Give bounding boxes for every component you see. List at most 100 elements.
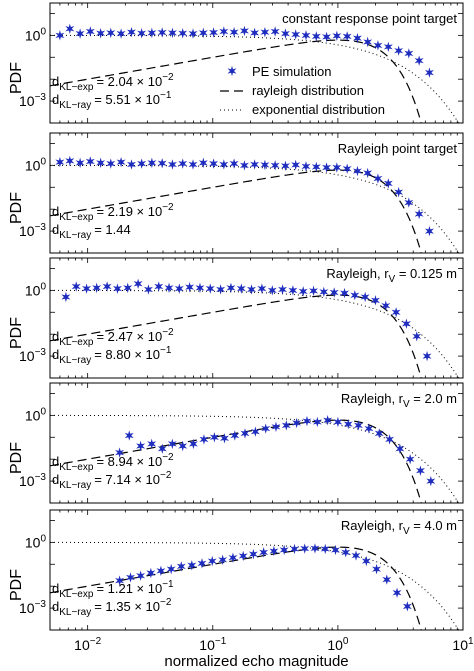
pe-simulation-point: [352, 32, 362, 44]
pe-simulation-point: [106, 27, 116, 39]
pe-simulation-point: [82, 283, 92, 294]
pe-simulation-point: [382, 574, 392, 585]
pe-simulation-point: [185, 281, 195, 293]
pe-simulation-point: [85, 26, 95, 37]
kl-exp-annotation: dKL−exp = 2.04 × 10−2: [52, 72, 174, 93]
pe-simulation-point: [126, 572, 136, 583]
pe-simulation-point: [311, 161, 321, 173]
pe-simulation-point: [302, 415, 312, 427]
pe-simulation-point: [239, 160, 249, 171]
pe-simulation-point: [250, 27, 260, 39]
panel-title: Rayleigh, rV = 0.125 m: [326, 266, 457, 285]
y-tick-label: 100: [25, 406, 47, 423]
pe-simulation-point: [291, 159, 301, 171]
rayleigh-curve: [50, 169, 422, 253]
pe-simulation-point: [219, 159, 229, 170]
pe-simulation-point: [414, 55, 424, 66]
pe-simulation-point: [257, 283, 267, 294]
pe-simulation-point: [143, 284, 153, 295]
pe-simulation-point: [195, 282, 205, 294]
pe-simulation-point: [230, 430, 240, 441]
pe-simulation-point: [259, 547, 269, 558]
pe-simulation-point: [126, 26, 136, 38]
pe-simulation-point: [309, 285, 319, 297]
pe-simulation-point: [199, 434, 209, 445]
pe-simulation-point: [71, 281, 81, 292]
pe-simulation-point: [167, 159, 177, 170]
pe-simulation-point: [106, 158, 116, 169]
legend-pe-label: PE simulation: [252, 64, 331, 79]
pe-simulation-point: [280, 28, 290, 39]
pe-simulation-point: [322, 162, 332, 173]
y-tick-label: 10−3: [19, 599, 46, 616]
pe-simulation-point: [75, 157, 85, 169]
pe-simulation-point: [300, 543, 310, 554]
pe-simulation-point: [364, 423, 374, 434]
pe-simulation-point: [147, 157, 157, 169]
pe-simulation-point: [331, 544, 340, 556]
plot-frame: [49, 382, 464, 504]
pe-simulation-point: [361, 555, 371, 567]
kl-exp-annotation: dKL−exp = 8.94 × 10−2: [52, 452, 174, 473]
pe-simulation-point: [310, 543, 320, 554]
pe-simulation-point: [333, 416, 343, 428]
pe-simulation-point: [381, 300, 391, 311]
pe-simulation-point: [424, 67, 434, 78]
pe-simulation-point: [270, 160, 280, 171]
pe-simulation-point: [395, 443, 405, 454]
pe-simulation-point: [342, 163, 352, 174]
pe-simulation-point: [373, 40, 383, 51]
pe-simulation-point: [123, 282, 133, 294]
pe-simulation-point: [176, 561, 186, 572]
pe-simulation-point: [207, 555, 217, 567]
pe-simulation-point: [385, 434, 395, 445]
pe-simulation-point: [351, 550, 361, 561]
y-tick-label: 10−3: [19, 92, 46, 109]
plot-area: [50, 414, 460, 503]
x-tick-label: 10−1: [199, 636, 226, 653]
pe-simulation-point: [198, 27, 208, 39]
kl-ray-annotation: dKL−ray = 5.51 × 10−1: [52, 90, 172, 111]
pe-simulation-point: [426, 475, 436, 487]
pe-simulation-point: [405, 453, 415, 465]
exponential-curve: [50, 289, 460, 378]
pe-simulation-point: [188, 28, 198, 39]
rayleigh-curve: [50, 419, 422, 503]
pe-simulation-point: [271, 421, 281, 433]
kl-exp-annotation: dKL−exp = 2.47 × 10−2: [52, 327, 174, 348]
pe-simulation-point: [414, 208, 424, 220]
pe-simulation-point: [146, 567, 156, 579]
pe-simulation-point: [65, 23, 75, 34]
pe-simulation-point: [236, 283, 246, 294]
pe-simulation-point: [205, 283, 215, 294]
pe-simulation-point: [229, 26, 239, 38]
pe-simulation-point: [228, 552, 238, 563]
panel-title: Rayleigh, rV = 4.0 m: [341, 518, 457, 537]
pe-simulation-point: [219, 26, 229, 37]
rayleigh-curve: [50, 546, 422, 630]
pe-simulation-point: [85, 156, 95, 167]
pe-simulation-point: [96, 157, 106, 169]
pe-simulation-point: [112, 283, 122, 294]
pe-simulation-point: [198, 157, 208, 169]
pe-simulation-point: [278, 284, 288, 295]
x-tick-label: 101: [452, 636, 474, 653]
pe-simulation-point: [156, 565, 166, 577]
kl-ray-annotation: dKL−ray = 8.80 × 10−1: [52, 345, 172, 366]
pe-simulation-point: [216, 284, 226, 295]
pe-simulation-point: [401, 318, 411, 329]
pe-simulation-point: [370, 295, 380, 306]
pe-simulation-point: [374, 428, 384, 439]
pe-simulation-point: [292, 417, 302, 429]
pe-simulation-point: [311, 31, 321, 42]
x-tick-label: 100: [327, 636, 349, 653]
pe-simulation-point: [154, 281, 164, 292]
pe-simulation-point: [133, 278, 143, 289]
pe-simulation-point: [209, 432, 219, 443]
pe-simulation-point: [157, 443, 167, 454]
plot-area: [50, 23, 460, 123]
pe-simulation-point: [115, 575, 125, 586]
pe-simulation-point: [281, 420, 291, 431]
